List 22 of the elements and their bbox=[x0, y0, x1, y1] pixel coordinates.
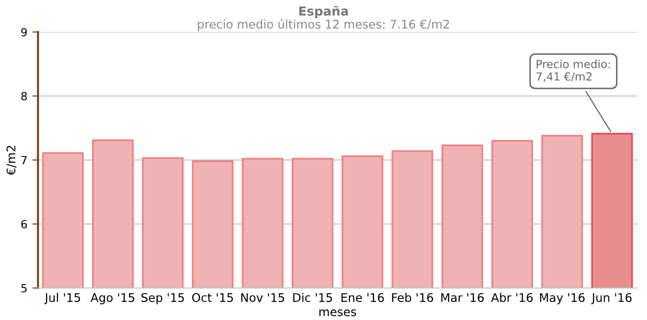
x-tick-label: Oct '15 bbox=[192, 293, 233, 302]
x-tick-label: Abr '16 bbox=[491, 292, 533, 302]
y-tick-label: 6 bbox=[21, 220, 27, 228]
x-tick-label: Jul '15 bbox=[44, 292, 80, 304]
chart-title: España bbox=[299, 6, 348, 18]
x-axis-title: meses bbox=[319, 309, 356, 316]
x-tick-label: Jun '16 bbox=[591, 293, 632, 304]
x-tick-label: Ago '15 bbox=[90, 293, 134, 304]
x-tick-label: Mar '16 bbox=[441, 293, 484, 302]
x-tick-label: Ene '16 bbox=[342, 293, 384, 302]
annotation: Precio medio: 7,41 €/m2 bbox=[536, 60, 610, 82]
y-tick-label: 5 bbox=[21, 284, 27, 292]
x-tick-label: Nov '15 bbox=[241, 293, 284, 302]
x-tick-label: Feb '16 bbox=[392, 292, 434, 302]
chart-subtitle: precio medio últimos 12 meses: 7.16 €/m2 bbox=[198, 19, 449, 31]
y-tick-label: 7 bbox=[21, 156, 27, 164]
x-tick-label: Dic '15 bbox=[293, 292, 332, 302]
x-tick-label: May '16 bbox=[540, 293, 585, 304]
y-axis-title: €/m2 bbox=[6, 146, 16, 176]
x-tick-label: Sep '15 bbox=[141, 293, 184, 304]
y-tick-label: 8 bbox=[21, 92, 27, 100]
y-tick-label: 9 bbox=[21, 28, 27, 36]
